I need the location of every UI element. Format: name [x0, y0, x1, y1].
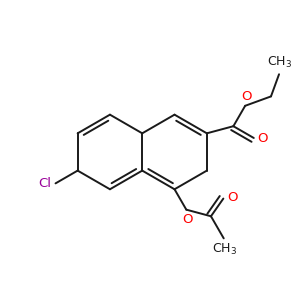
Text: CH$_3$: CH$_3$ [268, 55, 292, 70]
Text: O: O [182, 213, 193, 226]
Text: O: O [227, 191, 238, 204]
Text: O: O [258, 133, 268, 146]
Text: O: O [241, 90, 251, 103]
Text: CH$_3$: CH$_3$ [212, 242, 237, 257]
Text: Cl: Cl [39, 177, 52, 190]
